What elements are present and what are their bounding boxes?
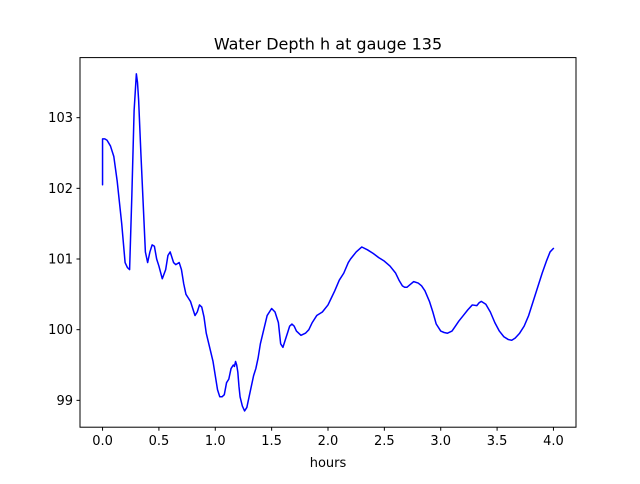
axis-ticks: 0.0 0.5 1.0 1.5 2.0 2.5 3.0 3.5 4.0 99 100 101 102 10…: [48, 111, 564, 449]
x-tick-label: 3.0: [430, 434, 451, 449]
x-tick-label: 3.5: [487, 434, 508, 449]
x-tick-label: 2.0: [318, 434, 339, 449]
x-tick-label: 2.5: [374, 434, 395, 449]
plot-area: [101, 73, 555, 412]
x-tick-label: 4.0: [543, 434, 564, 449]
y-tick-label: 99: [56, 394, 73, 409]
x-tick-label: 1.5: [261, 434, 282, 449]
y-tick-label: 103: [48, 111, 73, 126]
x-tick-label: 0.0: [92, 434, 113, 449]
y-tick-label: 102: [48, 182, 73, 197]
y-tick-label: 100: [48, 323, 73, 338]
chart-title: Water Depth h at gauge 135: [214, 35, 442, 54]
series-line-0: [101, 73, 555, 412]
x-axis-label: hours: [310, 456, 347, 471]
y-tick-label: 101: [48, 253, 73, 268]
axes-frame: [79, 57, 577, 428]
x-tick-label: 1.0: [205, 434, 226, 449]
x-tick-label: 0.5: [149, 434, 170, 449]
